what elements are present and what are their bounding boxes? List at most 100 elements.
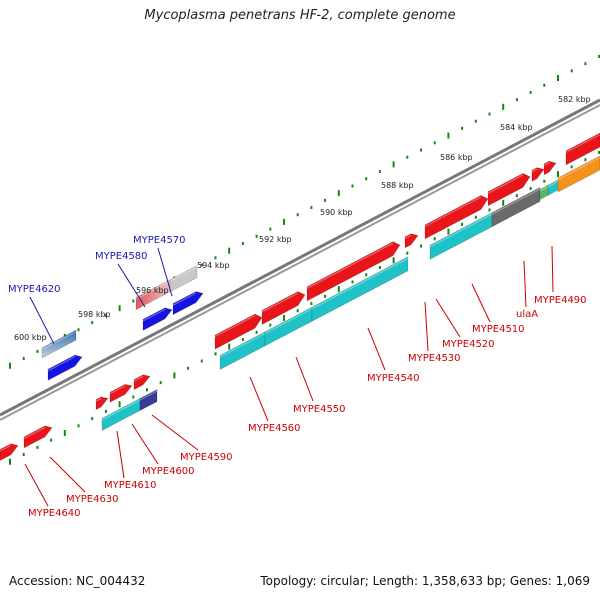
gene-feature (491, 187, 541, 228)
ruler-tick-label: 596 kbp (136, 286, 169, 295)
gene-highlight (135, 280, 171, 300)
gene-highlight (264, 308, 313, 334)
gene-highlight (214, 315, 256, 338)
gene-feature (543, 160, 557, 176)
gene-label: MYPE4540 (367, 373, 420, 384)
gene-highlight (109, 385, 126, 395)
gene-highlight (41, 331, 77, 350)
gene-highlight (543, 162, 550, 166)
ruler-tick-label: 592 kbp (259, 235, 292, 244)
gene-labels: MYPE4570 MYPE4580 MYPE4620 MYPE4490 ulaA MYPE… (8, 235, 587, 519)
label-leader (551, 245, 554, 293)
gene-label: MYPE4590 (180, 452, 233, 463)
ruler-tick-label: 600 kbp (14, 333, 47, 342)
gene-feature (539, 184, 549, 200)
label-leader (116, 430, 125, 479)
ruler-tick-label: 594 kbp (197, 261, 230, 270)
ruler-tick-label: 588 kbp (381, 181, 414, 190)
gene-highlight (404, 234, 412, 239)
gene-feature (557, 155, 600, 193)
gene-feature (424, 195, 489, 240)
gene-highlight (261, 292, 299, 313)
backbone-line (0, 98, 600, 417)
label-leader (157, 247, 173, 297)
gene-highlight (565, 133, 600, 153)
gene-label: MYPE4530 (408, 353, 461, 364)
label-leader (29, 296, 55, 345)
label-leader (131, 423, 159, 465)
label-leader (49, 456, 86, 493)
label-leader (471, 283, 491, 323)
gene-highlight (133, 375, 144, 382)
gene-label: MYPE4550 (293, 404, 346, 415)
gene-label: MYPE4510 (472, 324, 525, 335)
gene-highlight (23, 426, 46, 439)
ruler-ticks-inner (9, 150, 600, 465)
label-leader (424, 301, 429, 352)
gene-highlight (0, 444, 12, 452)
backbone-line (0, 104, 600, 421)
label-leader (523, 260, 527, 308)
gene-label: MYPE4570 (133, 235, 186, 246)
label-leader (249, 376, 269, 422)
label-leader (24, 463, 49, 507)
gene-highlight (306, 242, 394, 289)
gene-feature (487, 173, 531, 207)
label-leader (435, 298, 461, 338)
gene-label: MYPE4490 (534, 295, 587, 306)
gene-label: MYPE4610 (104, 480, 157, 491)
ruler-tick-label: 582 kbp (558, 95, 591, 104)
accession-text: Accession: NC_004432 (9, 574, 146, 588)
gene-feature (0, 443, 19, 461)
gene-highlight (139, 390, 158, 401)
label-leaders (24, 245, 554, 507)
gene-feature (23, 425, 53, 449)
gene-label: ulaA (516, 309, 538, 320)
gene-feature (139, 389, 158, 411)
gene-feature (404, 233, 419, 249)
gene-highlight (311, 257, 409, 310)
label-leader (117, 263, 146, 308)
backbone (0, 98, 600, 421)
label-leader (151, 414, 199, 451)
ruler-labels: 582 kbp 584 kbp 586 kbp 588 kbp 590 kbp 592 k… (14, 95, 591, 342)
gene-feature (565, 132, 600, 166)
gene-feature (133, 374, 151, 391)
gene-highlight (557, 156, 600, 181)
gene-highlight (424, 196, 482, 227)
gene-feature (172, 291, 204, 316)
gene-feature (109, 384, 133, 403)
gene-label: MYPE4640 (28, 508, 81, 519)
gene-feature (47, 354, 83, 381)
gene-highlight (101, 399, 141, 421)
label-leader (367, 327, 386, 371)
gene-features (0, 132, 600, 461)
ruler-tick-label: 584 kbp (500, 123, 533, 132)
gene-label: MYPE4580 (95, 251, 148, 262)
gene-highlight (531, 168, 538, 173)
gene-label: MYPE4630 (66, 494, 119, 505)
gene-highlight (539, 186, 549, 192)
gene-feature (531, 167, 545, 182)
gene-feature (311, 256, 409, 322)
gene-label: MYPE4560 (248, 423, 301, 434)
genome-summary-text: Topology: circular; Length: 1,358,633 bp… (260, 574, 590, 588)
gene-feature (41, 329, 77, 359)
gene-highlight (219, 332, 266, 358)
gene-highlight (491, 188, 541, 215)
gene-label: MYPE4600 (142, 466, 195, 477)
gene-feature (306, 241, 401, 302)
ruler-tick-label: 598 kbp (78, 310, 111, 319)
gene-label: MYPE4620 (8, 284, 61, 295)
gene-highlight (172, 292, 197, 306)
gene-highlight (169, 266, 198, 282)
map-title: Mycoplasma penetrans HF-2, complete geno… (144, 8, 456, 23)
ruler-tick-label: 586 kbp (440, 153, 473, 162)
gene-label: MYPE4520 (442, 339, 495, 350)
gene-highlight (142, 308, 166, 322)
gene-feature (142, 307, 173, 331)
gene-highlight (47, 356, 76, 372)
gene-highlight (429, 213, 493, 248)
gene-feature (214, 313, 263, 350)
